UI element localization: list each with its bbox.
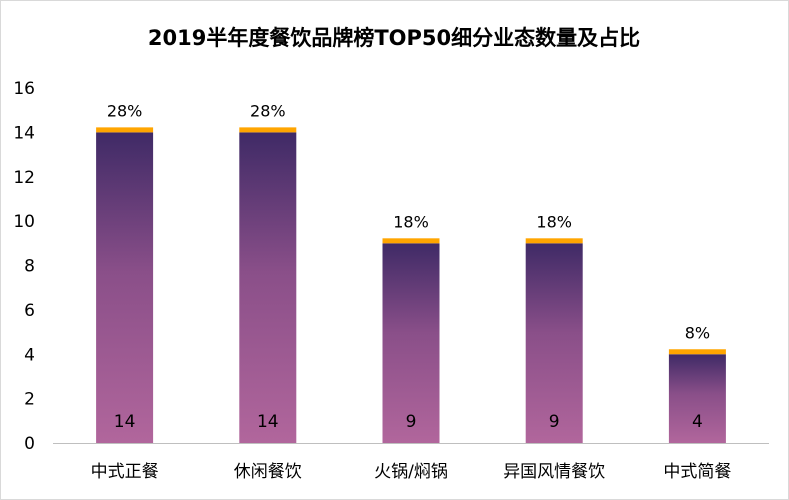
percent-label: 8% [685, 323, 710, 342]
y-tick-label: 12 [13, 168, 35, 188]
bar-percent-cap [96, 127, 154, 133]
value-label: 14 [114, 412, 136, 432]
category-label: 中式简餐 [663, 462, 731, 482]
bars-group: 28% 14 28% 14 18% 9 18% 9 8% 4 [96, 101, 726, 443]
y-tick-label: 6 [24, 301, 35, 321]
category-label: 中式正餐 [91, 462, 159, 482]
bar-percent-cap [668, 349, 726, 355]
y-tick-label: 4 [24, 345, 35, 365]
y-tick-label: 8 [24, 257, 35, 277]
bar-percent-cap [382, 238, 440, 244]
bar [382, 243, 440, 443]
category-label: 异国风情餐饮 [503, 462, 605, 482]
value-label: 4 [692, 412, 703, 432]
value-label: 9 [549, 412, 560, 432]
bar-percent-cap [525, 238, 583, 244]
x-axis-labels: 中式正餐 休闲餐饮 火锅/焖锅 异国风情餐饮 中式简餐 [91, 462, 732, 482]
percent-label: 28% [107, 101, 143, 120]
category-label: 火锅/焖锅 [374, 462, 448, 482]
y-axis-ticks: 0 2 4 6 8 10 12 14 16 [13, 79, 35, 454]
percent-label: 28% [250, 101, 286, 120]
chart-title: 2019半年度餐饮品牌榜TOP50细分业态数量及占比 [148, 26, 640, 50]
percent-label: 18% [393, 212, 429, 231]
y-tick-label: 16 [13, 79, 35, 99]
value-label: 9 [406, 412, 417, 432]
bar-percent-cap [239, 127, 297, 133]
bar [668, 354, 726, 443]
bar [239, 132, 297, 443]
y-tick-label: 14 [13, 123, 35, 143]
bar [96, 132, 154, 443]
y-tick-label: 0 [24, 434, 35, 454]
bar [525, 243, 583, 443]
value-label: 14 [257, 412, 279, 432]
percent-label: 18% [536, 212, 572, 231]
category-label: 休闲餐饮 [234, 462, 302, 482]
y-tick-label: 2 [24, 390, 35, 410]
y-tick-label: 10 [13, 212, 35, 232]
